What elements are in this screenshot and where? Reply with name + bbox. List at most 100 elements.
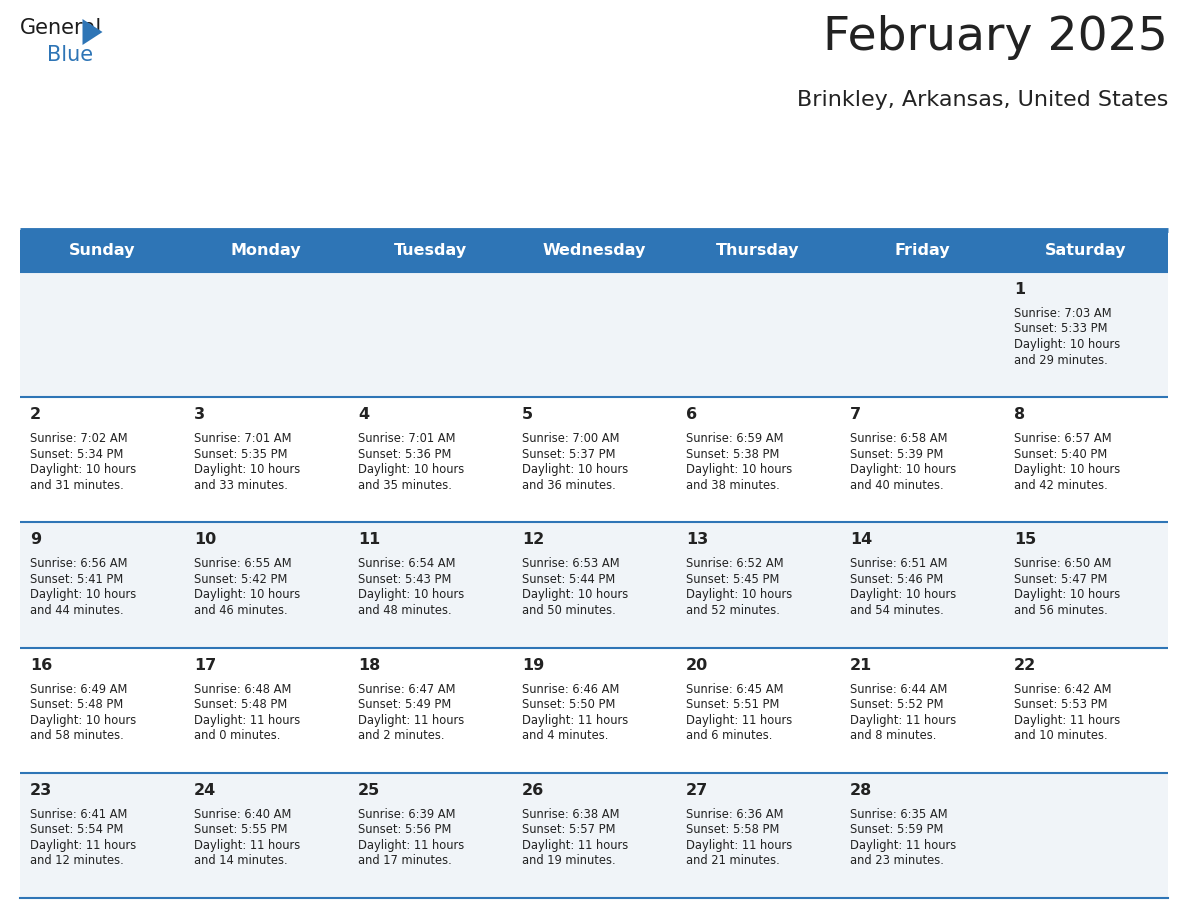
Text: Thursday: Thursday: [716, 243, 800, 259]
Text: Sunset: 5:47 PM: Sunset: 5:47 PM: [1015, 573, 1107, 586]
Text: Sunrise: 6:46 AM: Sunrise: 6:46 AM: [522, 683, 619, 696]
Text: Saturday: Saturday: [1045, 243, 1126, 259]
Text: Sunrise: 6:56 AM: Sunrise: 6:56 AM: [30, 557, 127, 570]
Bar: [20, 773, 1168, 898]
Text: Sunday: Sunday: [69, 243, 135, 259]
Text: and 4 minutes.: and 4 minutes.: [522, 729, 608, 742]
Bar: [676, 230, 840, 272]
Text: Sunrise: 6:52 AM: Sunrise: 6:52 AM: [685, 557, 784, 570]
Text: and 12 minutes.: and 12 minutes.: [30, 855, 124, 868]
Text: 16: 16: [30, 657, 52, 673]
Text: Sunset: 5:54 PM: Sunset: 5:54 PM: [30, 823, 124, 836]
Text: Sunset: 5:48 PM: Sunset: 5:48 PM: [194, 698, 287, 711]
Text: Sunrise: 6:59 AM: Sunrise: 6:59 AM: [685, 432, 784, 445]
Text: Sunset: 5:33 PM: Sunset: 5:33 PM: [1015, 322, 1107, 335]
Text: Daylight: 10 hours: Daylight: 10 hours: [358, 588, 465, 601]
Text: Sunrise: 6:44 AM: Sunrise: 6:44 AM: [849, 683, 947, 696]
Text: Daylight: 10 hours: Daylight: 10 hours: [849, 464, 956, 476]
Text: Sunset: 5:35 PM: Sunset: 5:35 PM: [194, 448, 287, 461]
Text: Sunrise: 6:35 AM: Sunrise: 6:35 AM: [849, 808, 948, 821]
Text: 27: 27: [685, 783, 708, 798]
Text: Daylight: 11 hours: Daylight: 11 hours: [30, 839, 137, 852]
Text: Sunset: 5:38 PM: Sunset: 5:38 PM: [685, 448, 779, 461]
Text: and 2 minutes.: and 2 minutes.: [358, 729, 444, 742]
Text: Sunrise: 6:39 AM: Sunrise: 6:39 AM: [358, 808, 455, 821]
Text: and 54 minutes.: and 54 minutes.: [849, 604, 943, 617]
Text: 9: 9: [30, 532, 42, 547]
Text: Sunset: 5:49 PM: Sunset: 5:49 PM: [358, 698, 451, 711]
Text: and 40 minutes.: and 40 minutes.: [849, 478, 943, 492]
Text: Daylight: 10 hours: Daylight: 10 hours: [194, 588, 301, 601]
Text: Sunset: 5:50 PM: Sunset: 5:50 PM: [522, 698, 615, 711]
Text: and 31 minutes.: and 31 minutes.: [30, 478, 124, 492]
Text: and 8 minutes.: and 8 minutes.: [849, 729, 936, 742]
Text: Sunset: 5:51 PM: Sunset: 5:51 PM: [685, 698, 779, 711]
Text: Sunset: 5:39 PM: Sunset: 5:39 PM: [849, 448, 943, 461]
Bar: [184, 230, 348, 272]
Text: 15: 15: [1015, 532, 1036, 547]
Text: and 44 minutes.: and 44 minutes.: [30, 604, 124, 617]
Text: and 14 minutes.: and 14 minutes.: [194, 855, 287, 868]
Text: Daylight: 11 hours: Daylight: 11 hours: [522, 713, 628, 727]
Text: and 23 minutes.: and 23 minutes.: [849, 855, 944, 868]
Text: 21: 21: [849, 657, 872, 673]
Text: Sunset: 5:45 PM: Sunset: 5:45 PM: [685, 573, 779, 586]
Text: 20: 20: [685, 657, 708, 673]
Text: 22: 22: [1015, 657, 1036, 673]
Text: 18: 18: [358, 657, 380, 673]
Bar: [20, 647, 1168, 773]
Bar: [348, 230, 512, 272]
Text: 11: 11: [358, 532, 380, 547]
Text: Daylight: 11 hours: Daylight: 11 hours: [1015, 713, 1120, 727]
Text: Daylight: 11 hours: Daylight: 11 hours: [522, 839, 628, 852]
Text: and 33 minutes.: and 33 minutes.: [194, 478, 287, 492]
Text: Daylight: 11 hours: Daylight: 11 hours: [358, 839, 465, 852]
Text: Sunrise: 6:57 AM: Sunrise: 6:57 AM: [1015, 432, 1112, 445]
Text: and 42 minutes.: and 42 minutes.: [1015, 478, 1107, 492]
Text: Sunset: 5:55 PM: Sunset: 5:55 PM: [194, 823, 287, 836]
Text: Sunrise: 6:38 AM: Sunrise: 6:38 AM: [522, 808, 619, 821]
Text: Sunrise: 6:58 AM: Sunrise: 6:58 AM: [849, 432, 948, 445]
Bar: [512, 230, 676, 272]
Text: and 6 minutes.: and 6 minutes.: [685, 729, 772, 742]
Text: Sunrise: 6:50 AM: Sunrise: 6:50 AM: [1015, 557, 1112, 570]
Text: Sunrise: 6:48 AM: Sunrise: 6:48 AM: [194, 683, 291, 696]
Text: Sunset: 5:46 PM: Sunset: 5:46 PM: [849, 573, 943, 586]
Text: and 38 minutes.: and 38 minutes.: [685, 478, 779, 492]
Text: Monday: Monday: [230, 243, 302, 259]
Bar: [1004, 230, 1168, 272]
Text: Daylight: 10 hours: Daylight: 10 hours: [849, 588, 956, 601]
Text: Daylight: 10 hours: Daylight: 10 hours: [194, 464, 301, 476]
Text: Wednesday: Wednesday: [542, 243, 646, 259]
Text: Daylight: 10 hours: Daylight: 10 hours: [30, 713, 137, 727]
Text: 12: 12: [522, 532, 544, 547]
Bar: [20, 272, 1168, 397]
Text: 8: 8: [1015, 408, 1025, 422]
Text: Sunrise: 7:02 AM: Sunrise: 7:02 AM: [30, 432, 127, 445]
Text: Daylight: 10 hours: Daylight: 10 hours: [358, 464, 465, 476]
Text: and 52 minutes.: and 52 minutes.: [685, 604, 779, 617]
Text: 19: 19: [522, 657, 544, 673]
Text: Tuesday: Tuesday: [393, 243, 467, 259]
Text: 1: 1: [1015, 282, 1025, 297]
Text: 14: 14: [849, 532, 872, 547]
Text: 25: 25: [358, 783, 380, 798]
Text: Brinkley, Arkansas, United States: Brinkley, Arkansas, United States: [797, 90, 1168, 110]
Bar: [20, 397, 1168, 522]
Text: Daylight: 10 hours: Daylight: 10 hours: [685, 464, 792, 476]
Text: and 10 minutes.: and 10 minutes.: [1015, 729, 1107, 742]
Text: Sunset: 5:57 PM: Sunset: 5:57 PM: [522, 823, 615, 836]
Bar: [840, 230, 1004, 272]
Text: and 21 minutes.: and 21 minutes.: [685, 855, 779, 868]
Text: 28: 28: [849, 783, 872, 798]
Text: Sunrise: 6:40 AM: Sunrise: 6:40 AM: [194, 808, 291, 821]
Text: Sunset: 5:36 PM: Sunset: 5:36 PM: [358, 448, 451, 461]
Text: Daylight: 11 hours: Daylight: 11 hours: [849, 713, 956, 727]
Text: 13: 13: [685, 532, 708, 547]
Text: Sunrise: 7:03 AM: Sunrise: 7:03 AM: [1015, 307, 1112, 320]
Text: 23: 23: [30, 783, 52, 798]
Bar: [20, 230, 184, 272]
Text: and 29 minutes.: and 29 minutes.: [1015, 353, 1107, 366]
Text: Sunrise: 6:41 AM: Sunrise: 6:41 AM: [30, 808, 127, 821]
Text: Blue: Blue: [48, 45, 93, 65]
